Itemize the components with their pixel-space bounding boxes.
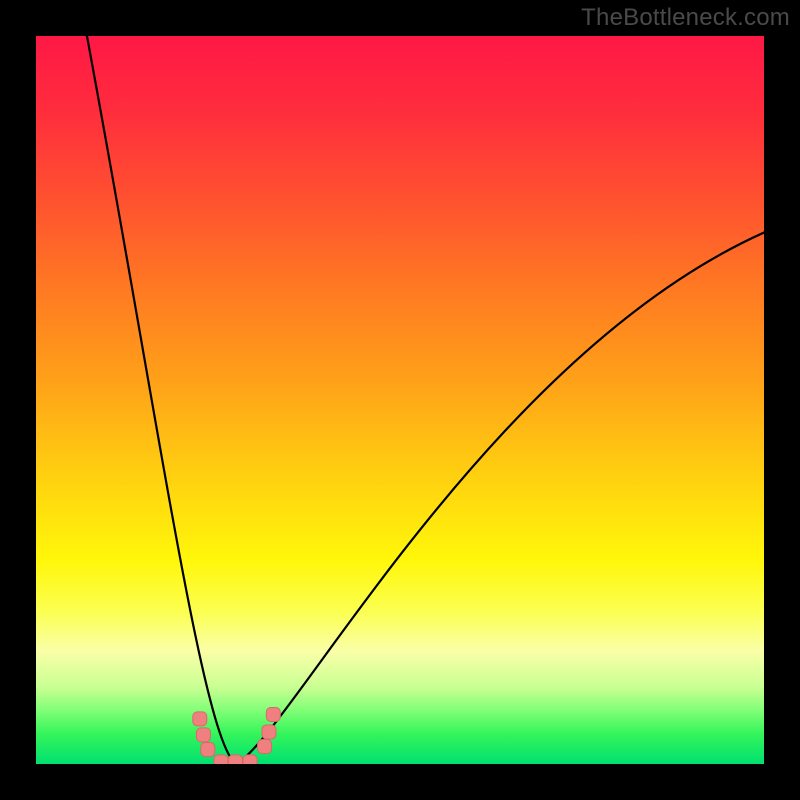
chart-stage: TheBottleneck.com xyxy=(0,0,800,800)
curve-marker xyxy=(201,742,215,756)
bottleneck-chart xyxy=(0,0,800,800)
curve-marker xyxy=(262,725,276,739)
curve-marker xyxy=(266,707,280,721)
chart-gradient-bg xyxy=(36,36,764,764)
curve-marker xyxy=(196,728,210,742)
curve-marker xyxy=(193,712,207,726)
curve-marker xyxy=(258,740,272,754)
watermark-text: TheBottleneck.com xyxy=(581,4,790,32)
